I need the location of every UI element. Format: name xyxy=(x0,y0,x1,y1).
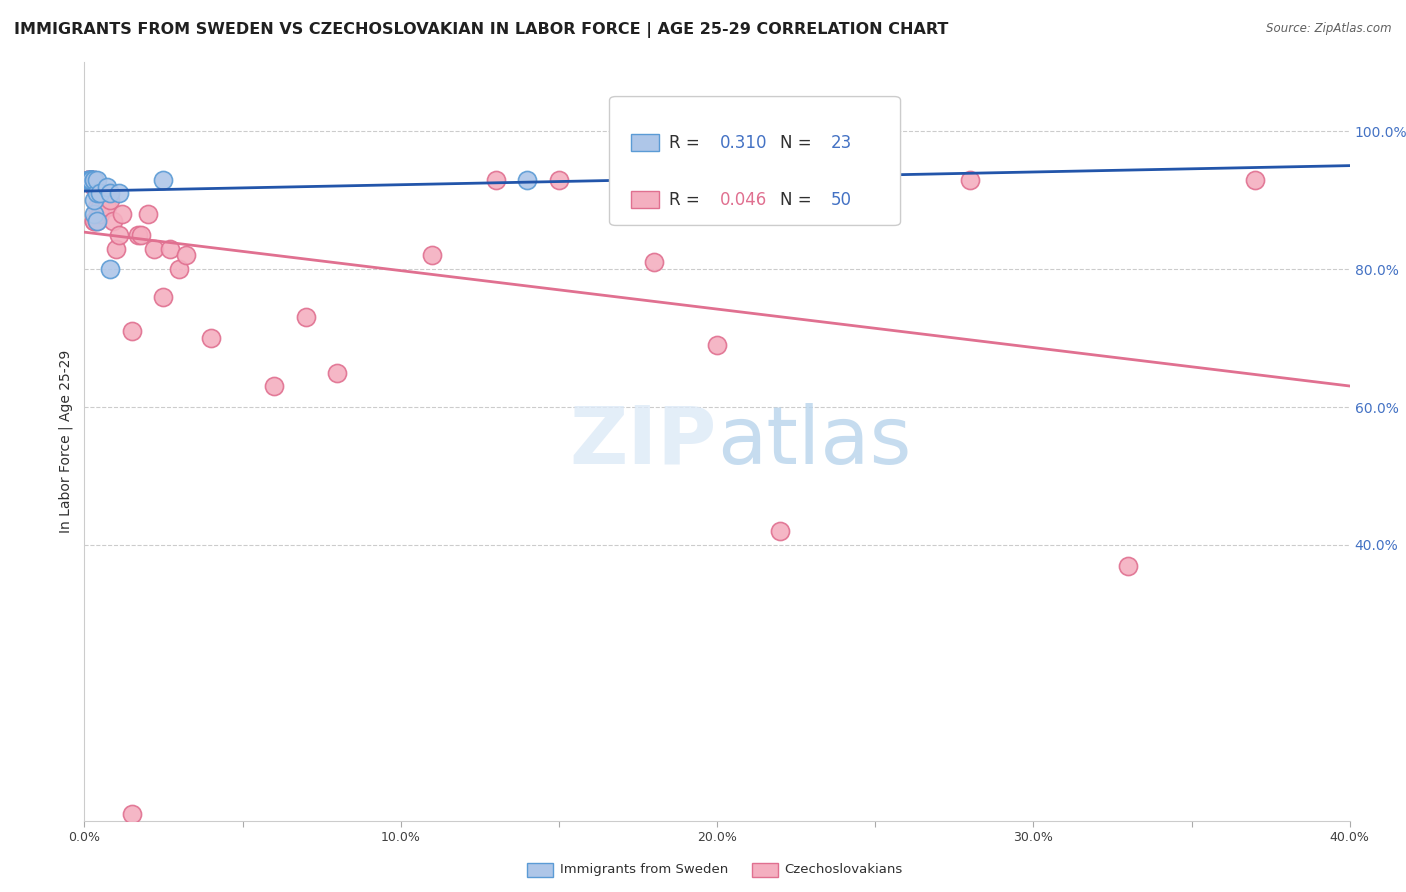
Point xyxy=(121,324,143,338)
Point xyxy=(86,214,108,228)
Point xyxy=(643,255,665,269)
Text: 0.046: 0.046 xyxy=(720,191,766,209)
Point xyxy=(83,214,105,228)
Point xyxy=(76,172,98,186)
Text: 23: 23 xyxy=(831,134,852,152)
Point xyxy=(79,172,103,186)
FancyBboxPatch shape xyxy=(631,135,659,151)
Text: N =: N = xyxy=(780,191,817,209)
Point xyxy=(83,194,105,208)
Point xyxy=(89,186,111,201)
Point xyxy=(83,172,105,186)
Text: R =: R = xyxy=(669,191,704,209)
Point xyxy=(769,524,792,538)
Point xyxy=(83,207,105,221)
Point xyxy=(79,172,103,186)
Text: R =: R = xyxy=(669,134,704,152)
Point xyxy=(79,172,103,186)
Point xyxy=(959,172,981,186)
Point xyxy=(79,172,103,186)
Point xyxy=(86,200,108,214)
Text: Czechoslovakians: Czechoslovakians xyxy=(785,863,903,876)
Point xyxy=(143,242,166,256)
Point xyxy=(105,242,127,256)
Point xyxy=(108,227,131,242)
Point xyxy=(98,194,121,208)
Text: Source: ZipAtlas.com: Source: ZipAtlas.com xyxy=(1267,22,1392,36)
Point xyxy=(79,172,103,186)
Point xyxy=(86,179,108,194)
Point xyxy=(79,172,103,186)
FancyBboxPatch shape xyxy=(610,96,901,226)
Point xyxy=(76,172,98,186)
Text: atlas: atlas xyxy=(717,402,911,481)
Y-axis label: In Labor Force | Age 25-29: In Labor Force | Age 25-29 xyxy=(59,350,73,533)
Point xyxy=(136,207,159,221)
Point xyxy=(76,172,98,186)
Point xyxy=(152,172,174,186)
Point xyxy=(89,200,111,214)
Point xyxy=(79,172,103,186)
Point xyxy=(1243,172,1265,186)
Point xyxy=(101,214,124,228)
Point xyxy=(295,310,318,325)
Point xyxy=(86,172,108,186)
Point xyxy=(79,172,103,186)
Point xyxy=(79,172,103,186)
Point xyxy=(83,214,105,228)
Point xyxy=(76,172,98,186)
Text: 50: 50 xyxy=(831,191,852,209)
Point xyxy=(96,200,118,214)
Point xyxy=(79,172,103,186)
Point xyxy=(86,214,108,228)
Point xyxy=(79,172,103,186)
Point xyxy=(326,366,349,380)
Point xyxy=(121,806,143,821)
Point xyxy=(263,379,285,393)
Point xyxy=(93,186,115,201)
Point xyxy=(98,262,121,277)
Point xyxy=(127,227,149,242)
Point xyxy=(129,227,153,242)
Text: N =: N = xyxy=(780,134,817,152)
Point xyxy=(79,172,103,186)
Point xyxy=(79,172,103,186)
Point xyxy=(83,179,105,194)
Point xyxy=(169,262,191,277)
Text: ZIP: ZIP xyxy=(569,402,717,481)
Point xyxy=(83,172,105,186)
Point xyxy=(111,207,134,221)
Point xyxy=(93,186,115,201)
Point xyxy=(706,338,728,352)
Point xyxy=(200,331,222,345)
Point xyxy=(516,172,538,186)
Point xyxy=(484,172,508,186)
Text: Immigrants from Sweden: Immigrants from Sweden xyxy=(560,863,728,876)
Point xyxy=(86,186,108,201)
Point xyxy=(152,290,174,304)
Point xyxy=(159,242,181,256)
Text: 0.310: 0.310 xyxy=(720,134,768,152)
Text: IMMIGRANTS FROM SWEDEN VS CZECHOSLOVAKIAN IN LABOR FORCE | AGE 25-29 CORRELATION: IMMIGRANTS FROM SWEDEN VS CZECHOSLOVAKIA… xyxy=(14,22,949,38)
Point xyxy=(98,186,121,201)
Point xyxy=(83,172,105,186)
Point xyxy=(76,172,98,186)
Point xyxy=(96,179,118,194)
Point xyxy=(79,172,103,186)
Point xyxy=(1118,558,1140,573)
FancyBboxPatch shape xyxy=(631,192,659,208)
Point xyxy=(548,172,571,186)
Point xyxy=(89,207,111,221)
Point xyxy=(174,248,197,262)
Point xyxy=(108,186,131,201)
Point xyxy=(422,248,444,262)
